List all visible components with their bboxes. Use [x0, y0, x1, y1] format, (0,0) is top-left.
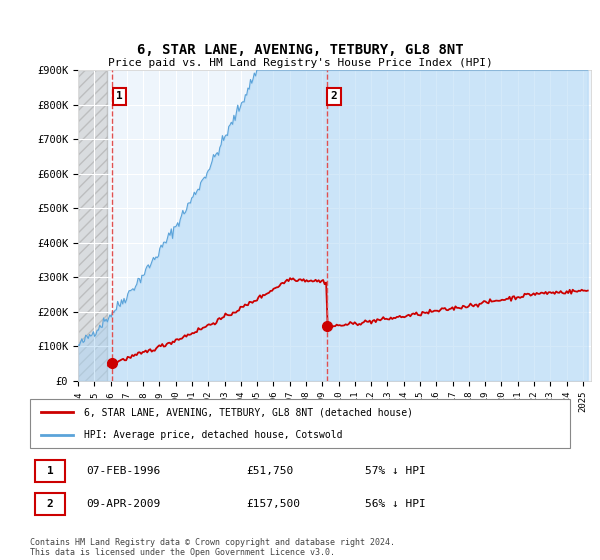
Text: HPI: Average price, detached house, Cotswold: HPI: Average price, detached house, Cots…: [84, 430, 343, 440]
Text: £157,500: £157,500: [246, 499, 300, 509]
Text: 57% ↓ HPI: 57% ↓ HPI: [365, 466, 425, 476]
FancyBboxPatch shape: [35, 493, 65, 515]
FancyBboxPatch shape: [35, 460, 65, 482]
Text: 6, STAR LANE, AVENING, TETBURY, GL8 8NT: 6, STAR LANE, AVENING, TETBURY, GL8 8NT: [137, 43, 463, 57]
Text: 6, STAR LANE, AVENING, TETBURY, GL8 8NT (detached house): 6, STAR LANE, AVENING, TETBURY, GL8 8NT …: [84, 407, 413, 417]
Text: 2: 2: [331, 91, 338, 101]
Text: 1: 1: [116, 91, 123, 101]
Text: £51,750: £51,750: [246, 466, 293, 476]
Text: Contains HM Land Registry data © Crown copyright and database right 2024.
This d: Contains HM Land Registry data © Crown c…: [30, 538, 395, 557]
Text: 07-FEB-1996: 07-FEB-1996: [86, 466, 161, 476]
Text: 56% ↓ HPI: 56% ↓ HPI: [365, 499, 425, 509]
Bar: [78, 70, 107, 381]
Text: 2: 2: [47, 499, 53, 509]
Text: 09-APR-2009: 09-APR-2009: [86, 499, 161, 509]
Text: Price paid vs. HM Land Registry's House Price Index (HPI): Price paid vs. HM Land Registry's House …: [107, 58, 493, 68]
Text: 1: 1: [47, 466, 53, 476]
FancyBboxPatch shape: [30, 399, 570, 448]
